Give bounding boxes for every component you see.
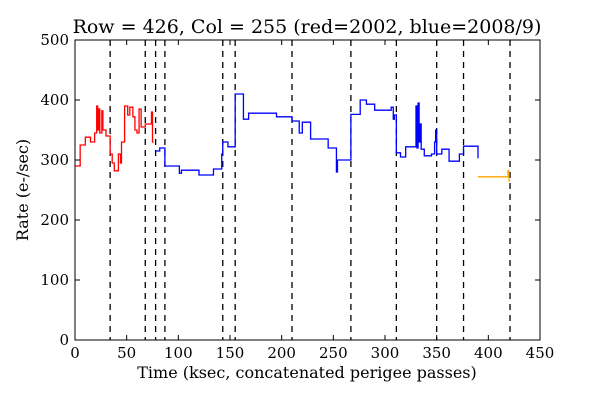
x-axis: 0 50 100 150 200 250 300 350 400 450	[70, 40, 554, 362]
x-tick-label: 0	[70, 344, 80, 362]
y-axis-label: Rate (e-/sec)	[13, 139, 32, 241]
series-line-blue	[155, 93, 479, 176]
y-axis: 0 100 200 300 400 500	[40, 31, 540, 349]
y-tick-label: 500	[40, 31, 69, 49]
plot-frame	[74, 39, 541, 341]
y-tick-label: 100	[40, 271, 69, 289]
series-line-orange	[478, 170, 511, 182]
x-tick-label: 400	[474, 344, 503, 362]
y-tick-label: 400	[40, 91, 69, 109]
x-tick-label: 200	[267, 344, 296, 362]
y-tick-label: 0	[59, 331, 69, 349]
x-tick-label: 250	[319, 344, 348, 362]
x-axis-label: Time (ksec, concatenated perigee passes)	[137, 363, 477, 382]
plot-area	[75, 40, 511, 340]
x-tick-label: 50	[117, 344, 136, 362]
x-tick-label: 300	[371, 344, 400, 362]
x-tick-label: 450	[526, 344, 555, 362]
y-tick-label: 300	[40, 151, 69, 169]
series-line-red	[75, 105, 154, 172]
x-tick-label: 150	[216, 344, 245, 362]
x-tick-label: 350	[422, 344, 451, 362]
y-tick-label: 200	[40, 211, 69, 229]
x-tick-label: 100	[164, 344, 193, 362]
chart-title: Row = 426, Col = 255 (red=2002, blue=200…	[73, 16, 542, 38]
